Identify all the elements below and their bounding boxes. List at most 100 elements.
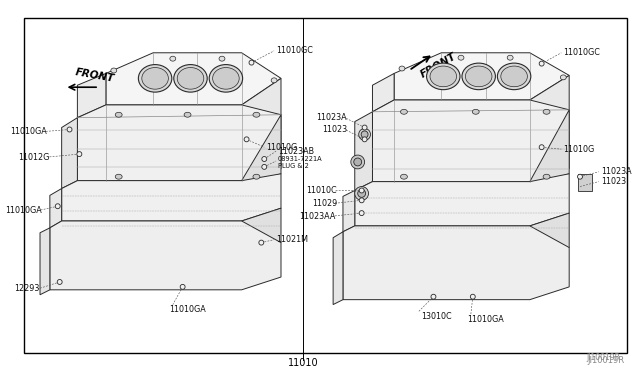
Circle shape xyxy=(55,204,60,209)
Circle shape xyxy=(180,285,185,289)
Text: 11021M: 11021M xyxy=(276,235,308,244)
Polygon shape xyxy=(242,115,281,189)
Ellipse shape xyxy=(427,63,460,90)
Text: 11010GA: 11010GA xyxy=(10,127,47,136)
Ellipse shape xyxy=(543,109,550,114)
Text: 13010C: 13010C xyxy=(421,312,452,321)
Ellipse shape xyxy=(142,68,168,89)
Polygon shape xyxy=(530,213,569,260)
Ellipse shape xyxy=(472,109,479,114)
Circle shape xyxy=(249,60,254,65)
Polygon shape xyxy=(50,221,281,290)
Circle shape xyxy=(262,164,267,169)
Ellipse shape xyxy=(271,78,277,83)
Circle shape xyxy=(259,240,264,245)
Text: 11023: 11023 xyxy=(601,177,626,186)
Polygon shape xyxy=(106,53,281,105)
Circle shape xyxy=(361,131,368,138)
Circle shape xyxy=(358,128,371,140)
Ellipse shape xyxy=(401,174,408,179)
Circle shape xyxy=(57,279,62,285)
Circle shape xyxy=(539,61,544,66)
Ellipse shape xyxy=(399,66,405,71)
Text: 11023: 11023 xyxy=(322,125,347,134)
Polygon shape xyxy=(242,208,281,256)
Text: FRONT: FRONT xyxy=(74,67,115,84)
Ellipse shape xyxy=(177,68,204,89)
Text: JI10019R: JI10019R xyxy=(586,353,620,362)
Text: 11010: 11010 xyxy=(288,358,319,368)
Ellipse shape xyxy=(219,56,225,61)
Polygon shape xyxy=(77,73,106,118)
Polygon shape xyxy=(530,110,569,186)
Circle shape xyxy=(359,188,364,193)
Polygon shape xyxy=(530,76,569,128)
Circle shape xyxy=(359,198,364,203)
Polygon shape xyxy=(343,190,355,232)
Ellipse shape xyxy=(209,65,243,92)
Polygon shape xyxy=(372,73,394,112)
Circle shape xyxy=(351,155,365,169)
Circle shape xyxy=(362,125,367,130)
Ellipse shape xyxy=(401,109,408,114)
Ellipse shape xyxy=(543,174,550,179)
Polygon shape xyxy=(333,232,343,305)
Ellipse shape xyxy=(253,174,260,179)
Text: 11023A: 11023A xyxy=(316,113,347,122)
Circle shape xyxy=(362,137,367,142)
Polygon shape xyxy=(61,118,77,189)
Text: 11010C: 11010C xyxy=(307,186,337,195)
Ellipse shape xyxy=(174,65,207,92)
Ellipse shape xyxy=(111,68,116,73)
Circle shape xyxy=(262,157,267,161)
Circle shape xyxy=(355,186,369,200)
Text: 11023AA: 11023AA xyxy=(299,212,335,221)
Circle shape xyxy=(358,189,365,198)
Circle shape xyxy=(470,294,476,299)
Polygon shape xyxy=(355,174,569,226)
Polygon shape xyxy=(343,226,569,300)
Text: 12293: 12293 xyxy=(15,284,40,294)
Text: 11023AB: 11023AB xyxy=(278,147,314,155)
Ellipse shape xyxy=(115,174,122,179)
Text: 11010GC: 11010GC xyxy=(563,48,600,57)
Ellipse shape xyxy=(212,68,239,89)
Ellipse shape xyxy=(458,55,464,60)
Text: FRONT: FRONT xyxy=(419,51,458,80)
Polygon shape xyxy=(50,189,61,228)
Polygon shape xyxy=(77,105,281,181)
Text: 11010GA: 11010GA xyxy=(467,315,504,324)
Text: 11010G: 11010G xyxy=(266,143,298,152)
Circle shape xyxy=(431,294,436,299)
Text: 11029: 11029 xyxy=(312,199,337,208)
Circle shape xyxy=(539,145,544,150)
Circle shape xyxy=(244,137,249,142)
Text: 11023A: 11023A xyxy=(601,167,631,176)
Ellipse shape xyxy=(138,65,172,92)
Ellipse shape xyxy=(253,112,260,117)
Polygon shape xyxy=(394,53,569,100)
Ellipse shape xyxy=(115,112,122,117)
Ellipse shape xyxy=(170,56,176,61)
Ellipse shape xyxy=(561,75,566,80)
Polygon shape xyxy=(355,112,372,190)
Ellipse shape xyxy=(184,112,191,117)
Text: JI10019R: JI10019R xyxy=(587,356,624,365)
Ellipse shape xyxy=(508,55,513,60)
Text: 08931-7221A: 08931-7221A xyxy=(278,156,323,162)
Circle shape xyxy=(354,158,362,166)
Text: 11010GA: 11010GA xyxy=(5,206,42,215)
Circle shape xyxy=(77,152,82,157)
Ellipse shape xyxy=(462,63,495,90)
Text: 11012G: 11012G xyxy=(19,153,50,161)
Circle shape xyxy=(67,127,72,132)
Ellipse shape xyxy=(430,66,456,87)
Text: 11010GC: 11010GC xyxy=(276,46,313,55)
Ellipse shape xyxy=(465,66,492,87)
Ellipse shape xyxy=(497,63,531,90)
Circle shape xyxy=(359,211,364,215)
Polygon shape xyxy=(40,228,50,295)
Ellipse shape xyxy=(501,66,527,87)
Polygon shape xyxy=(372,100,569,182)
Circle shape xyxy=(577,174,582,179)
